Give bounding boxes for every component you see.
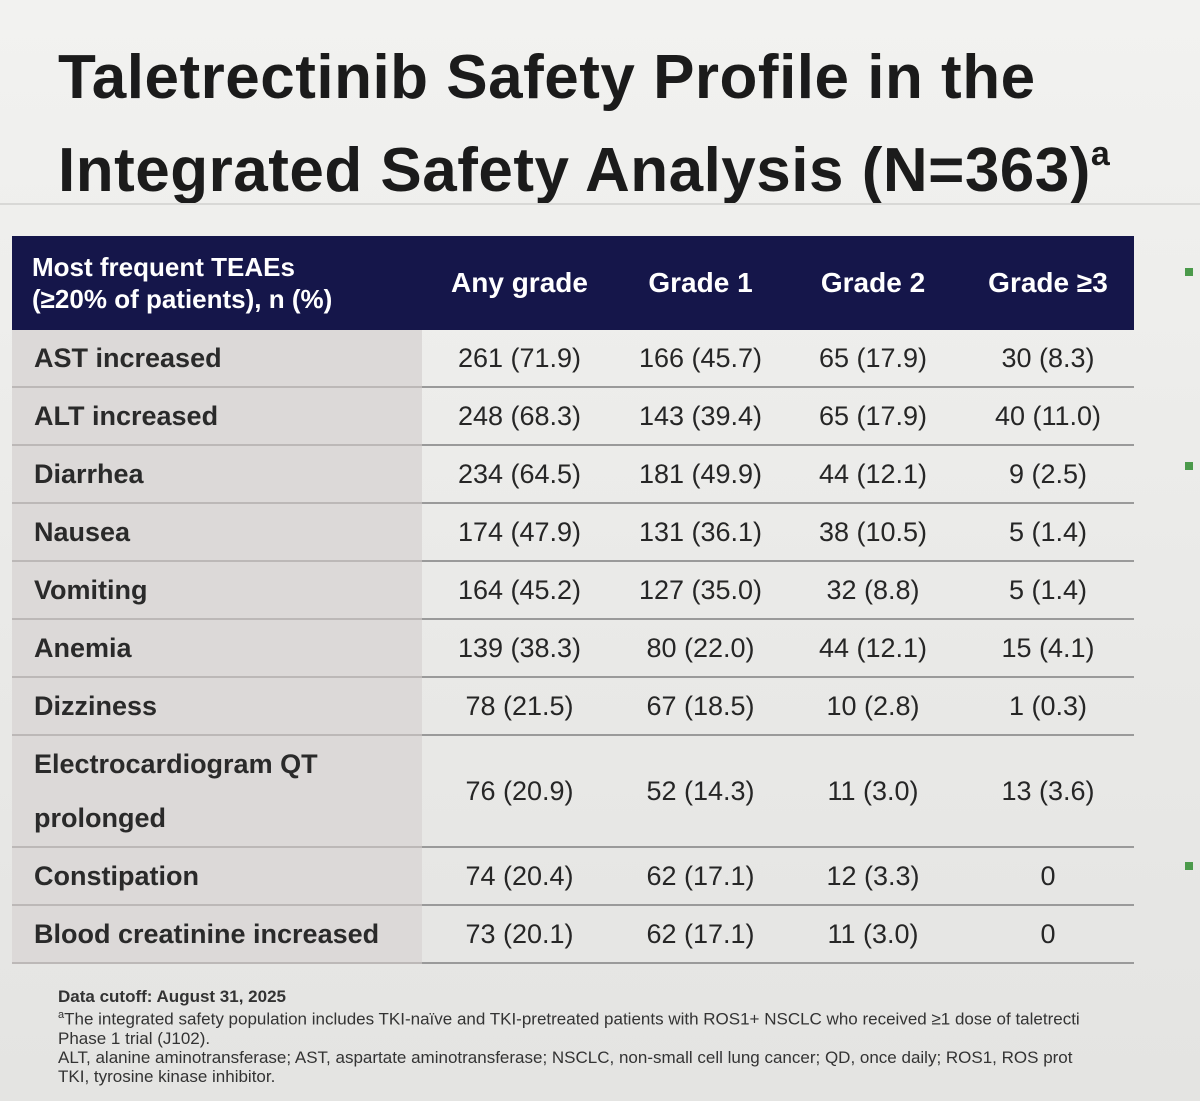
cell-grade-3-plus: 5 (1.4) <box>962 561 1134 620</box>
cell-any-grade: 139 (38.3) <box>422 619 617 678</box>
cell-grade-1: 62 (17.1) <box>617 905 784 964</box>
data-cutoff: Data cutoff: August 31, 2025 <box>58 987 286 1006</box>
header-teae-line-1: Most frequent TEAEs <box>32 252 295 282</box>
cell-grade-2: 44 (12.1) <box>784 619 962 678</box>
cell-grade-2: 38 (10.5) <box>784 503 962 562</box>
table-row: Nausea 174 (47.9) 131 (36.1) 38 (10.5) 5… <box>12 503 1134 562</box>
table-row: Diarrhea 234 (64.5) 181 (49.9) 44 (12.1)… <box>12 445 1134 504</box>
title-footnote-marker: a <box>1090 135 1111 173</box>
row-label: Diarrhea <box>12 445 422 504</box>
header-grade-3-plus: Grade ≥3 <box>962 236 1134 330</box>
row-label-line-1: Electrocardiogram QT <box>34 749 318 779</box>
slide-title: Taletrectinib Safety Profile in the Inte… <box>58 40 1178 209</box>
row-label: AST increased <box>12 330 422 388</box>
cell-grade-3-plus: 9 (2.5) <box>962 445 1134 504</box>
cell-grade-2: 44 (12.1) <box>784 445 962 504</box>
table-row: AST increased 261 (71.9) 166 (45.7) 65 (… <box>12 330 1134 388</box>
title-line-1: Taletrectinib Safety Profile in the <box>58 43 1036 112</box>
edge-marker <box>1185 268 1193 276</box>
footnotes: Data cutoff: August 31, 2025 aThe integr… <box>58 987 1198 1086</box>
cell-grade-1: 166 (45.7) <box>617 330 784 388</box>
abbreviations-line-2: TKI, tyrosine kinase inhibitor. <box>58 1066 276 1086</box>
cell-grade-1: 131 (36.1) <box>617 503 784 562</box>
cell-grade-1: 80 (22.0) <box>617 619 784 678</box>
cell-any-grade: 73 (20.1) <box>422 905 617 964</box>
edge-marker <box>1185 462 1193 470</box>
cell-grade-2: 32 (8.8) <box>784 561 962 620</box>
cell-any-grade: 78 (21.5) <box>422 677 617 736</box>
cell-grade-1: 181 (49.9) <box>617 445 784 504</box>
cell-any-grade: 234 (64.5) <box>422 445 617 504</box>
row-label: Anemia <box>12 619 422 678</box>
row-label: Electrocardiogram QT prolonged <box>12 735 422 848</box>
cell-any-grade: 248 (68.3) <box>422 387 617 446</box>
cell-grade-3-plus: 0 <box>962 847 1134 906</box>
cell-any-grade: 261 (71.9) <box>422 330 617 388</box>
cell-grade-1: 52 (14.3) <box>617 735 784 848</box>
cell-any-grade: 76 (20.9) <box>422 735 617 848</box>
cell-grade-1: 62 (17.1) <box>617 847 784 906</box>
cell-grade-3-plus: 15 (4.1) <box>962 619 1134 678</box>
cell-grade-1: 67 (18.5) <box>617 677 784 736</box>
cell-grade-1: 127 (35.0) <box>617 561 784 620</box>
title-line-2-text: Integrated Safety Analysis (N=363) <box>58 136 1091 205</box>
title-line-2: Integrated Safety Analysis (N=363)a <box>58 116 1178 209</box>
cell-grade-3-plus: 0 <box>962 905 1134 964</box>
table-row: Electrocardiogram QT prolonged 76 (20.9)… <box>12 735 1134 848</box>
header-teae: Most frequent TEAEs (≥20% of patients), … <box>12 236 422 330</box>
row-label: Constipation <box>12 847 422 906</box>
table-row: Constipation 74 (20.4) 62 (17.1) 12 (3.3… <box>12 847 1134 906</box>
row-label-line-2: prolonged <box>34 803 166 833</box>
cell-grade-2: 65 (17.9) <box>784 330 962 388</box>
cell-grade-3-plus: 5 (1.4) <box>962 503 1134 562</box>
table-row: ALT increased 248 (68.3) 143 (39.4) 65 (… <box>12 387 1134 446</box>
abbreviations-line-1: ALT, alanine aminotransferase; AST, aspa… <box>58 1047 1073 1067</box>
teae-table: Most frequent TEAEs (≥20% of patients), … <box>12 236 1134 964</box>
cell-grade-3-plus: 1 (0.3) <box>962 677 1134 736</box>
header-teae-line-2: (≥20% of patients), n (%) <box>32 284 333 314</box>
table-row: Vomiting 164 (45.2) 127 (35.0) 32 (8.8) … <box>12 561 1134 620</box>
cell-any-grade: 174 (47.9) <box>422 503 617 562</box>
table-row: Blood creatinine increased 73 (20.1) 62 … <box>12 905 1134 964</box>
cell-grade-3-plus: 30 (8.3) <box>962 330 1134 388</box>
cell-grade-1: 143 (39.4) <box>617 387 784 446</box>
table-header-row: Most frequent TEAEs (≥20% of patients), … <box>12 236 1134 330</box>
cell-grade-2: 12 (3.3) <box>784 847 962 906</box>
cell-any-grade: 74 (20.4) <box>422 847 617 906</box>
title-divider <box>0 203 1200 205</box>
edge-marker <box>1185 862 1193 870</box>
cell-grade-2: 11 (3.0) <box>784 905 962 964</box>
cell-grade-3-plus: 40 (11.0) <box>962 387 1134 446</box>
cell-grade-3-plus: 13 (3.6) <box>962 735 1134 848</box>
footnote-a: aThe integrated safety population includ… <box>58 1006 1198 1029</box>
cell-any-grade: 164 (45.2) <box>422 561 617 620</box>
row-label: Nausea <box>12 503 422 562</box>
header-any-grade: Any grade <box>422 236 617 330</box>
cell-grade-2: 65 (17.9) <box>784 387 962 446</box>
table-row: Anemia 139 (38.3) 80 (22.0) 44 (12.1) 15… <box>12 619 1134 678</box>
cell-grade-2: 11 (3.0) <box>784 735 962 848</box>
row-label: Vomiting <box>12 561 422 620</box>
row-label: ALT increased <box>12 387 422 446</box>
table-row: Dizziness 78 (21.5) 67 (18.5) 10 (2.8) 1… <box>12 677 1134 736</box>
header-grade-2: Grade 2 <box>784 236 962 330</box>
footnote-a-line-2: Phase 1 trial (J102). <box>58 1028 211 1048</box>
cell-grade-2: 10 (2.8) <box>784 677 962 736</box>
row-label: Blood creatinine increased <box>12 905 422 964</box>
footnote-a-marker: a <box>58 1009 65 1021</box>
footnote-a-text: The integrated safety population include… <box>64 1009 1080 1029</box>
row-label: Dizziness <box>12 677 422 736</box>
header-grade-1: Grade 1 <box>617 236 784 330</box>
